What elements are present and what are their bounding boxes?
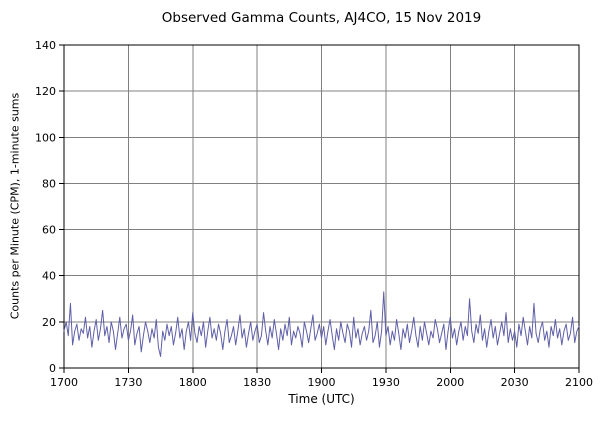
svg-text:120: 120	[35, 85, 56, 98]
svg-text:40: 40	[42, 270, 56, 283]
svg-text:1900: 1900	[308, 376, 336, 389]
svg-text:0: 0	[49, 362, 56, 375]
svg-text:2100: 2100	[565, 376, 593, 389]
svg-text:80: 80	[42, 177, 56, 190]
svg-text:1800: 1800	[179, 376, 207, 389]
svg-text:1830: 1830	[243, 376, 271, 389]
svg-text:2000: 2000	[436, 376, 464, 389]
svg-text:60: 60	[42, 224, 56, 237]
svg-text:140: 140	[35, 39, 56, 52]
svg-text:1700: 1700	[50, 376, 78, 389]
svg-text:1930: 1930	[372, 376, 400, 389]
svg-text:100: 100	[35, 131, 56, 144]
svg-text:2030: 2030	[501, 376, 529, 389]
svg-text:1730: 1730	[114, 376, 142, 389]
chart-title: Observed Gamma Counts, AJ4CO, 15 Nov 201…	[161, 10, 482, 26]
x-axis-label: Time (UTC)	[288, 392, 355, 406]
svg-text:20: 20	[42, 316, 56, 329]
